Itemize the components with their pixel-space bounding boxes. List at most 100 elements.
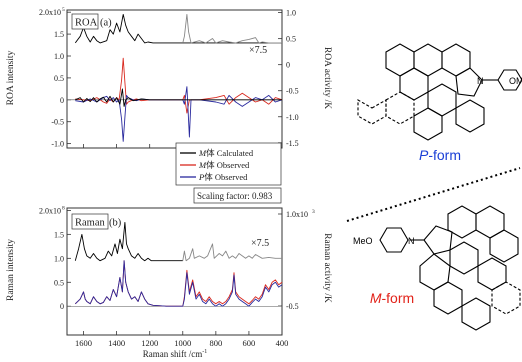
roa-left-axis: 2.0x10 5 1.5 1.0 0.5 0 -0.5 -1.0 — [39, 7, 71, 149]
left-tick-label: -0.5 — [51, 118, 64, 127]
series-line-2 — [75, 57, 283, 114]
raman-right-axis: 1.0x10 3 -0.5 — [278, 209, 315, 311]
legend-entry-prefix: M — [198, 160, 207, 170]
roa-ylabel-left: ROA intensity — [6, 50, 16, 105]
left-tick-label: -1.0 — [51, 140, 64, 149]
p-form-label: P-form — [419, 147, 461, 163]
m-form-n-atom: N — [408, 236, 415, 246]
m-ring-8 — [461, 297, 491, 331]
roa-right-axis: 1.0 0.5 0 -0.5 -1.0 -1.5 — [278, 9, 299, 148]
p-ring-7 — [413, 107, 443, 141]
x-tick-label: 1600 — [75, 338, 92, 348]
left-tick-label: 0.5 — [54, 278, 64, 287]
x-tick-label: 1400 — [108, 338, 125, 348]
raman-left-axis: 2.0x10 8 1.5 1.0 0.5 0 — [39, 205, 71, 311]
right-tick-label: 0 — [286, 61, 290, 70]
m-form-substituent: MeO — [353, 236, 373, 246]
p-anisyl-ring — [497, 69, 522, 91]
p-form-prefix: P — [419, 147, 429, 163]
legend-entry-prefix: M — [198, 148, 207, 158]
left-tick-label: 0 — [60, 96, 64, 105]
panel-raman: 2.0x10 81.51.00.50 1.0x10 3-0.5 Raman (b) … — [6, 187, 332, 336]
left-tick-label: 0 — [60, 302, 64, 311]
series-line-4 — [75, 88, 282, 107]
raman-ylabel-right: Raman activity /K — [322, 233, 332, 303]
m-form-prefix: M — [370, 290, 382, 306]
panel-roa-frame — [66, 9, 283, 149]
legend-entry-label: P体 Observed — [198, 172, 248, 182]
roa-panel-label-box — [71, 13, 99, 30]
m-ring-pyrrole — [423, 225, 453, 255]
right-tick-label: 1.0x10 — [286, 210, 308, 219]
x-axis-label-text: Raman shift /cm — [143, 349, 203, 359]
p-ring-5 — [427, 83, 457, 117]
p-ring-8 — [385, 91, 415, 125]
roa-ylabel-right: ROA activity /K — [322, 47, 332, 109]
left-tick-exponent: 8 — [62, 205, 65, 211]
left-tick-label: 0.5 — [54, 74, 64, 83]
m-form-label: M-form — [370, 290, 414, 306]
left-tick-label: 2.0x10 — [39, 206, 61, 215]
series-line-3 — [74, 260, 283, 307]
panel-raman-frame — [66, 207, 283, 336]
p-ring-pyrrole — [455, 67, 483, 97]
m-ring-7 — [433, 281, 463, 315]
x-axis-label: Raman shift /cm-1 — [143, 349, 208, 359]
roa-panel-tag: (a) — [100, 18, 112, 29]
roa-scale-note: ×7.5 — [249, 45, 267, 56]
p-ring-2 — [399, 67, 429, 101]
legend-entry-suffix: 体 Observed — [204, 172, 248, 182]
raman-panel-tag: (b) — [109, 218, 122, 229]
series-line-2 — [74, 260, 283, 307]
m-ring-5 — [419, 253, 451, 291]
x-tick-label: 1000 — [174, 338, 191, 348]
p-ring-9 — [357, 99, 387, 125]
p-form-suffix: -form — [428, 147, 461, 163]
right-tick-label: 0.5 — [286, 35, 296, 44]
m-form-suffix: -form — [382, 290, 415, 306]
m-ring-6 — [477, 257, 507, 291]
p-form-molecule — [357, 43, 522, 141]
left-tick-label: 1.0 — [54, 52, 64, 61]
x-tick-label: 600 — [243, 338, 256, 348]
m-ring-3 — [489, 229, 519, 263]
right-tick-exponent: 3 — [312, 209, 315, 215]
p-form-substituent: OM — [509, 76, 522, 86]
legend-entry-suffix: 体 Calculated — [206, 148, 254, 158]
left-tick-label: 1.0 — [54, 254, 64, 263]
legend-box — [175, 142, 282, 186]
raman-panel-label-box — [71, 213, 109, 230]
right-tick-label: 1.0 — [286, 9, 296, 18]
m-ring-9 — [491, 281, 521, 315]
scaling-factor-label: Scaling factor: 0.983 — [197, 191, 273, 201]
p-ring-6 — [455, 99, 485, 133]
x-axis-label-exp: -1 — [202, 349, 207, 355]
series-line-3 — [75, 86, 283, 142]
left-tick-label: 1.5 — [54, 230, 64, 239]
right-tick-label: -0.5 — [286, 302, 299, 311]
m-ring-2 — [475, 205, 505, 239]
series-line-1 — [182, 243, 282, 262]
m-form-molecule — [379, 205, 521, 331]
p-form-n-atom: N — [477, 76, 484, 86]
scaling-factor-box — [193, 187, 282, 204]
legend-entry-prefix: P — [198, 172, 204, 182]
roa-plot-area — [67, 13, 283, 148]
roa-panel-label: ROA — [75, 18, 98, 29]
right-tick-label: -0.5 — [286, 87, 299, 96]
x-axis: 1600 1400 1200 1000 800 600 400 — [75, 338, 288, 348]
raman-scale-note: ×7.5 — [251, 238, 269, 249]
legend-entry-label: M体 Calculated — [198, 148, 254, 158]
series-line-0 — [74, 221, 183, 262]
m-anisyl-ring — [379, 227, 409, 253]
enantiomer-connector — [346, 167, 521, 222]
x-tick-label: 400 — [276, 338, 289, 348]
left-tick-label: 2.0x10 — [39, 8, 61, 17]
p-ring-4 — [441, 43, 471, 77]
left-tick-exponent: 5 — [62, 7, 65, 13]
raman-plot-area — [67, 221, 283, 335]
x-tick-label: 800 — [209, 338, 222, 348]
